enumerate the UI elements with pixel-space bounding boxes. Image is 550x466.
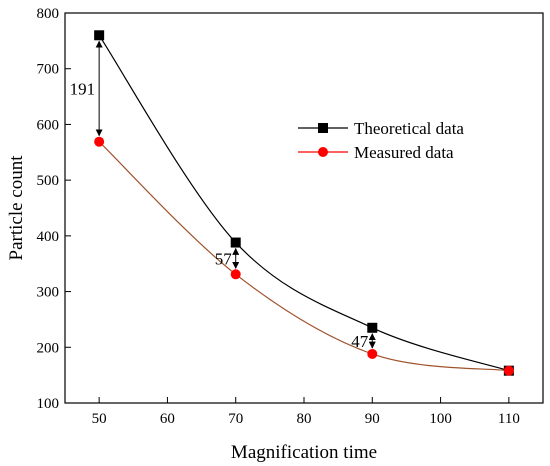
legend-label-measured: Measured data	[354, 143, 454, 162]
x-axis-ticks: 50 60 70 80 90 100 110	[92, 397, 520, 427]
x-tick-label: 70	[228, 411, 243, 427]
y-tick-label: 400	[37, 229, 60, 245]
y-tick-label: 500	[37, 173, 60, 189]
x-axis-label: Magnification time	[231, 442, 377, 463]
legend-label-theoretical: Theoretical data	[354, 119, 464, 138]
legend: Theoretical data Measured data	[298, 119, 464, 162]
difference-annotations: 191 57 47	[70, 40, 376, 351]
legend-entry-theoretical: Theoretical data	[298, 119, 464, 138]
y-tick-label: 800	[37, 6, 60, 22]
x-tick-label: 80	[297, 411, 312, 427]
difference-label: 57	[215, 249, 233, 268]
y-axis-ticks: 100 200 300 400 500 600 700 800	[37, 6, 71, 412]
data-point-theoretical	[367, 322, 378, 333]
data-point-measured	[503, 365, 514, 376]
y-tick-label: 300	[37, 285, 60, 301]
x-tick-label: 100	[429, 411, 452, 427]
difference-label: 47	[351, 332, 369, 351]
data-point-theoretical	[94, 30, 105, 41]
series-lines	[98, 34, 510, 372]
data-point-theoretical	[230, 237, 241, 248]
x-tick-label: 60	[160, 411, 175, 427]
series-line-0	[98, 34, 510, 372]
x-tick-label: 50	[92, 411, 107, 427]
y-tick-label: 700	[37, 62, 60, 78]
legend-entry-measured: Measured data	[298, 143, 454, 162]
y-tick-label: 200	[37, 340, 60, 356]
data-point-measured	[230, 269, 241, 280]
data-point-measured	[367, 348, 378, 359]
data-point-measured	[94, 136, 105, 147]
y-tick-label: 100	[37, 396, 60, 412]
difference-label: 191	[70, 79, 96, 98]
y-axis-label: Particle count	[6, 155, 27, 261]
plot-frame	[64, 12, 544, 404]
series-markers	[94, 30, 514, 376]
series-line-1	[98, 141, 509, 372]
x-tick-label: 90	[365, 411, 380, 427]
y-tick-label: 600	[37, 117, 60, 133]
x-tick-label: 110	[498, 411, 520, 427]
